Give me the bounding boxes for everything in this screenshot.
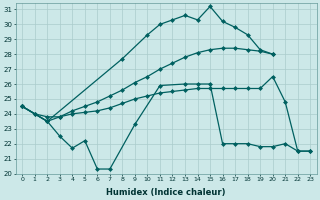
X-axis label: Humidex (Indice chaleur): Humidex (Indice chaleur) (107, 188, 226, 197)
